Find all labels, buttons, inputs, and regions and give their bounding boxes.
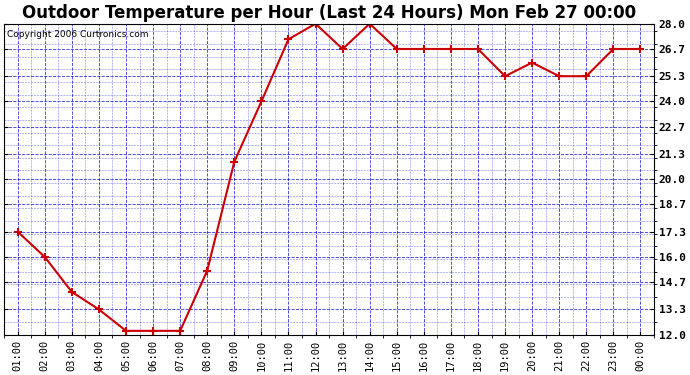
Title: Outdoor Temperature per Hour (Last 24 Hours) Mon Feb 27 00:00: Outdoor Temperature per Hour (Last 24 Ho…	[22, 4, 636, 22]
Text: Copyright 2006 Curtronics.com: Copyright 2006 Curtronics.com	[8, 30, 149, 39]
